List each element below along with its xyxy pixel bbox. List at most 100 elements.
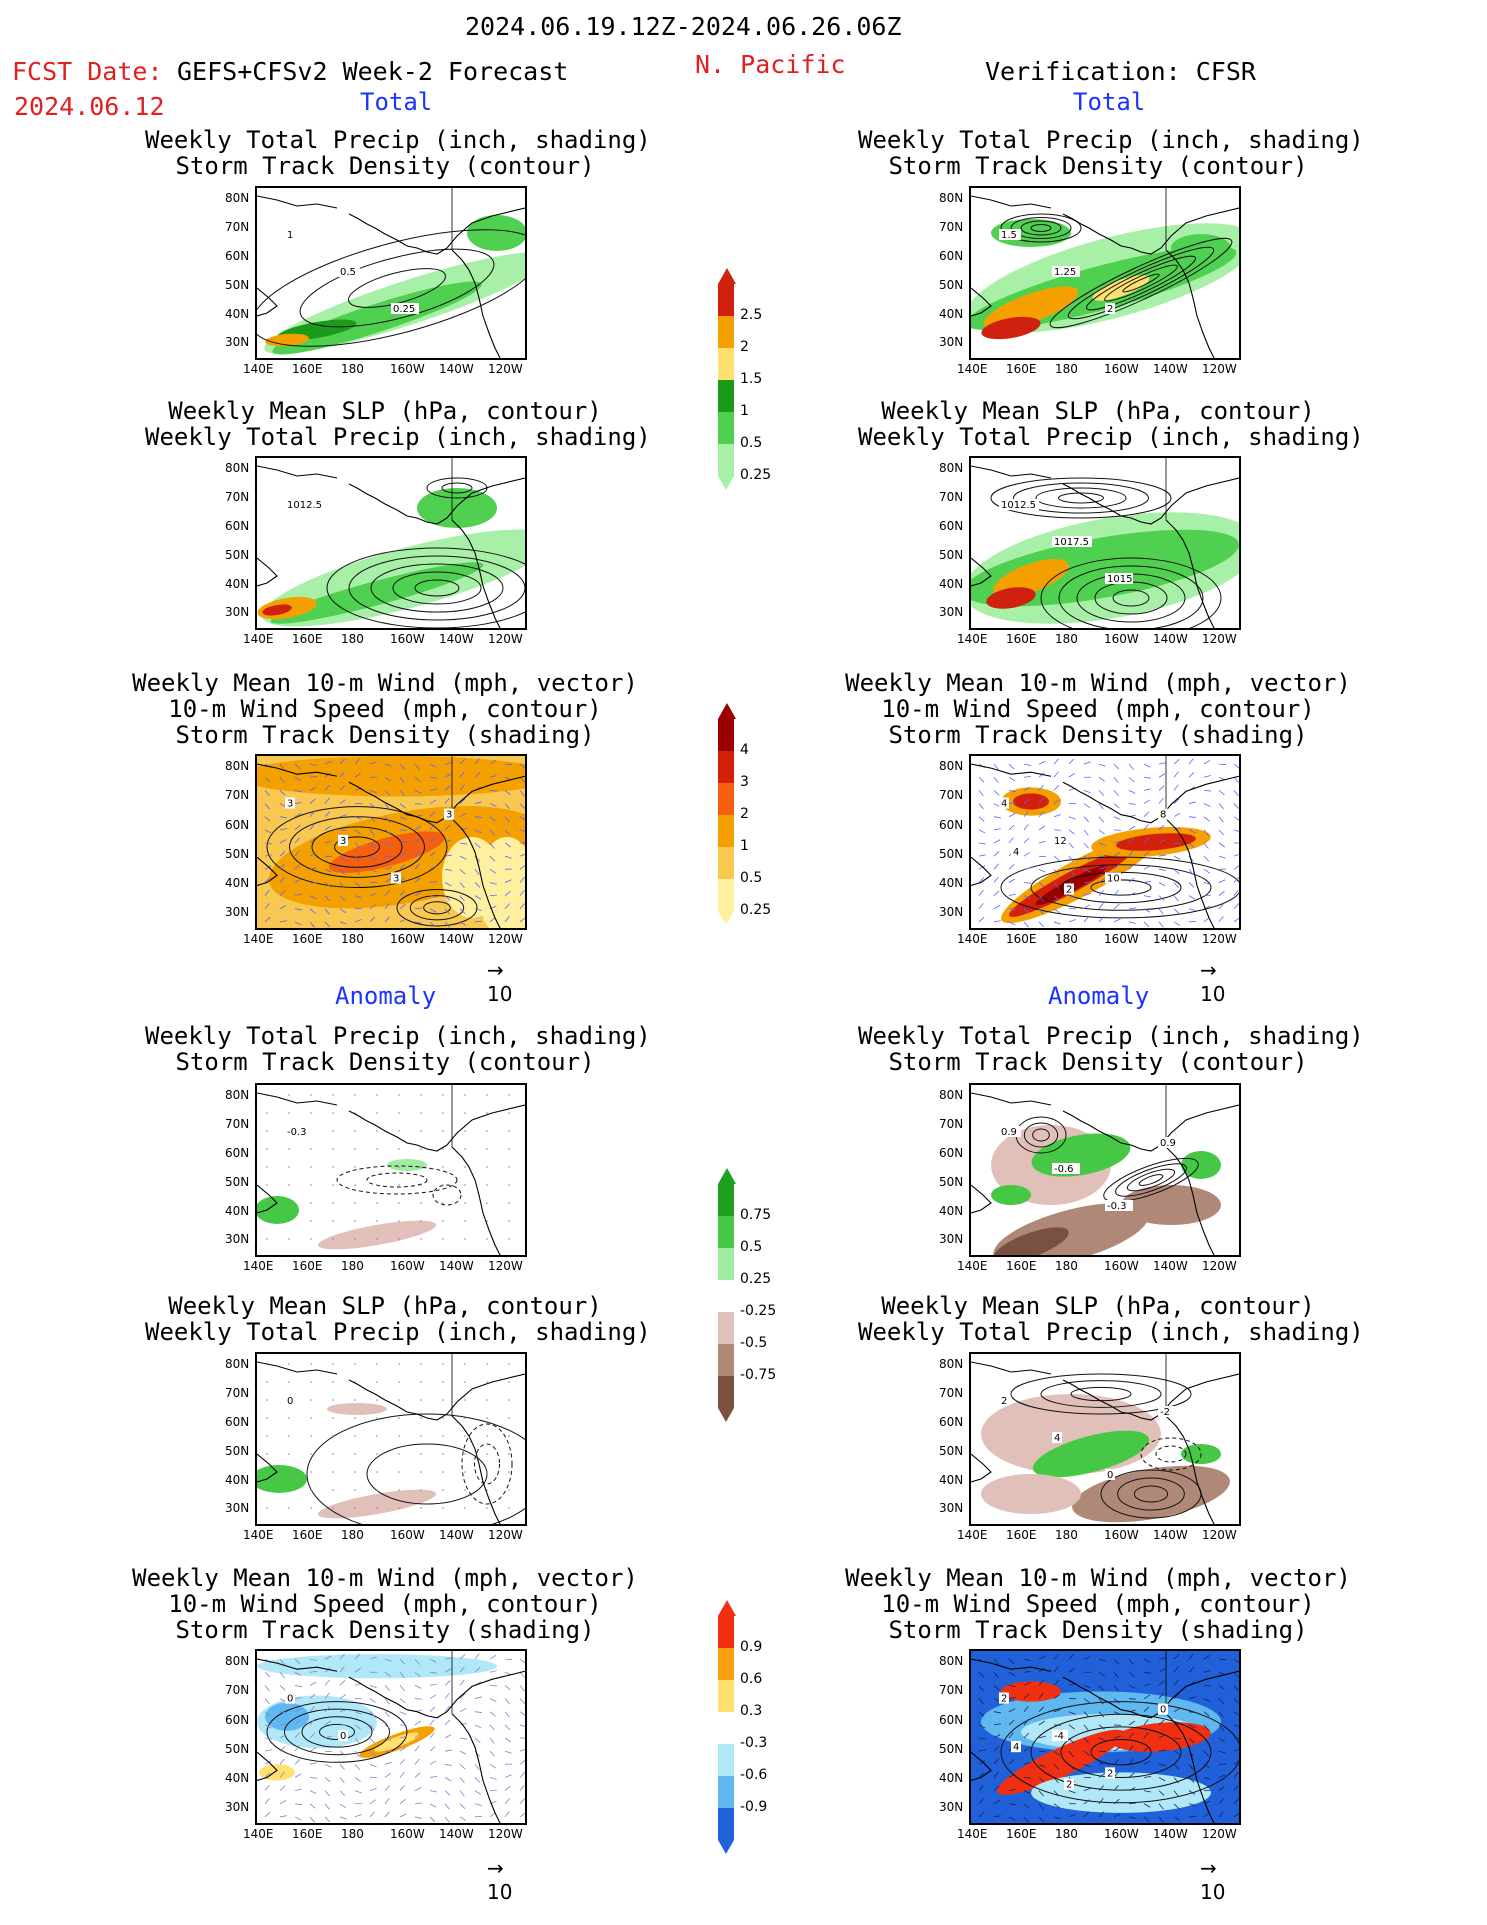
wind-vector	[504, 1698, 510, 1705]
coastline	[257, 1658, 338, 1782]
shading-region	[317, 1220, 437, 1250]
wind-vector	[294, 1685, 302, 1688]
coastline	[971, 1658, 1052, 1782]
wind-vector	[384, 1671, 391, 1677]
wind-vector	[429, 1732, 435, 1739]
wind-vector	[978, 1711, 985, 1717]
lat-tick-label: 70N	[939, 219, 964, 234]
wind-vector	[384, 1658, 392, 1662]
colorbar-swatch	[718, 1712, 734, 1744]
wind-vector	[519, 829, 525, 832]
grid-dot	[332, 1238, 334, 1240]
wind-vector	[1128, 1720, 1136, 1726]
wind-vector	[1068, 1724, 1075, 1730]
wind-vector	[1128, 1732, 1135, 1739]
wind-vector	[444, 773, 452, 778]
wind-vector	[1008, 1708, 1016, 1713]
wind-vector	[519, 903, 525, 910]
wind-vector	[519, 1771, 525, 1778]
wind-vector	[399, 1771, 405, 1778]
lat-tick-label: 70N	[225, 489, 250, 504]
grid-dot	[420, 1166, 422, 1168]
grid-dot	[266, 1435, 268, 1437]
grid-dot	[486, 1489, 488, 1491]
wind-vector	[354, 1814, 362, 1818]
contour-line	[1058, 565, 1204, 628]
contour-label: 0	[340, 1731, 346, 1742]
wind-vector	[519, 1671, 525, 1678]
wind-vector	[1098, 1811, 1104, 1818]
wind-vector	[279, 1711, 287, 1714]
grid-dot	[464, 1507, 466, 1509]
contour-label-bg	[391, 303, 419, 314]
wind-vector	[1098, 1785, 1105, 1791]
wind-vector	[264, 889, 270, 896]
grid-dot	[464, 1471, 466, 1473]
lon-tick-label: 120W	[488, 1528, 523, 1542]
grid-dot	[376, 1094, 378, 1096]
coastline	[257, 465, 338, 587]
grid-dot	[420, 1381, 422, 1383]
wind-vector	[993, 1658, 999, 1665]
wind-vector	[1173, 1693, 1180, 1699]
grid-dot	[508, 1381, 510, 1383]
wind-vector	[1053, 1666, 1059, 1673]
contour-label-bg	[1052, 1432, 1062, 1443]
contour-label: 0.5	[340, 267, 356, 278]
coastline	[348, 477, 525, 628]
contour-line	[1049, 237, 1233, 329]
wind-vector	[1098, 902, 1104, 910]
title-fc-anom-wind: Weekly Mean 10-m Wind (mph, vector) 10-m…	[132, 1564, 638, 1644]
contour-label-bg	[285, 499, 325, 510]
wind-vector	[399, 863, 406, 870]
wind-vector	[1038, 760, 1046, 765]
vector-ref-obs-anom: → 10	[1200, 1856, 1226, 1904]
wind-vector	[1068, 1790, 1076, 1794]
wind-vector	[504, 1774, 512, 1778]
wind-vector	[474, 842, 481, 848]
contour-label-bg	[1064, 883, 1074, 895]
wind-vector	[294, 1732, 300, 1739]
lon-tick-label: 160W	[390, 1259, 425, 1273]
wind-vector	[1023, 811, 1029, 817]
grid-dot	[420, 1507, 422, 1509]
wind-vector	[1158, 908, 1164, 915]
wind-vector	[354, 816, 362, 820]
wind-vector	[264, 1811, 271, 1818]
wind-vector	[354, 869, 361, 875]
wind-vector	[309, 1658, 317, 1662]
wind-vector	[339, 1764, 345, 1770]
wind-vector	[309, 775, 317, 778]
wind-vector	[1053, 785, 1060, 791]
shading-region	[1092, 275, 1150, 301]
wind-vector	[429, 1706, 436, 1712]
wind-vector	[504, 879, 512, 883]
contour-label-bg	[1052, 266, 1080, 277]
contour-label: 2	[1066, 885, 1072, 896]
wind-vector	[1098, 1797, 1104, 1805]
wind-vector	[993, 1685, 1000, 1691]
lat-tick-label: 60N	[225, 518, 250, 533]
lon-tick-label: 140W	[439, 1528, 474, 1542]
lon-tick-label: 120W	[1202, 362, 1237, 376]
wind-vector	[279, 839, 287, 844]
contour-label: 0	[1160, 1705, 1166, 1716]
wind-vector	[1113, 763, 1120, 770]
wind-vector	[1038, 921, 1045, 928]
contour-label: 8	[1160, 810, 1166, 821]
wind-vector	[1188, 842, 1195, 848]
wind-vector	[489, 1698, 497, 1702]
wind-vector	[459, 1707, 467, 1713]
wind-vector	[1083, 1737, 1089, 1744]
wind-vector	[429, 1719, 435, 1726]
wind-vector	[429, 1658, 437, 1663]
wind-vector	[324, 855, 333, 858]
grid-dot	[288, 1381, 290, 1383]
contour-label-bg	[285, 229, 295, 240]
wind-vector	[1038, 797, 1044, 804]
wind-vector	[294, 1658, 301, 1665]
wind-vector	[474, 1803, 482, 1806]
wind-vector	[384, 1785, 391, 1791]
wind-vector	[1158, 868, 1166, 871]
wind-vector	[1038, 1692, 1044, 1699]
